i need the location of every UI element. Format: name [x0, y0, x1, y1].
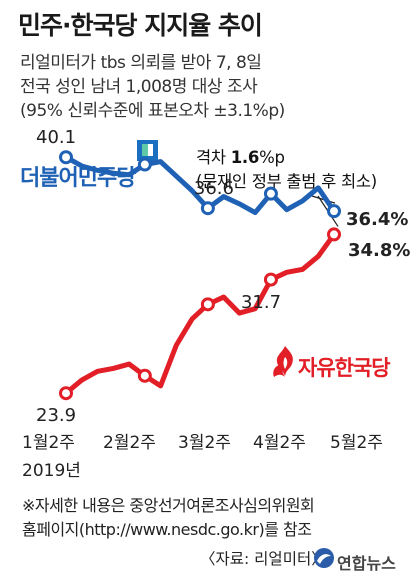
subtitle-line-2: 전국 성인 남녀 1,008명 대상 조사 [20, 77, 258, 97]
data-point-marker [200, 297, 215, 312]
legend-democratic-party: 더불어민주당 [20, 166, 136, 191]
x-axis-labels: 1월2주 2월2주 3월2주 4월2주 5월2주 [0, 428, 418, 453]
source-text: 〈자료: 리얼미터〉 [200, 550, 327, 568]
gap-leader-line [317, 195, 339, 227]
data-label: 36.6 [193, 178, 234, 200]
note-line-2: 홈페이지(http://www.nesdc.go.kr)를 참조 [22, 520, 312, 539]
gap-suffix: %p [259, 148, 285, 167]
data-label: 23.9 [36, 405, 77, 427]
data-label: 34.8% [348, 240, 411, 262]
x-tick-label: 2월2주 [103, 433, 156, 453]
gap-leader-line [311, 195, 336, 204]
x-tick-label: 4월2주 [253, 433, 306, 453]
chart-title: 민주·한국당 지지율 추이 [18, 11, 263, 40]
data-point-marker [327, 204, 341, 219]
x-tick-label: 3월2주 [178, 433, 231, 453]
subtitle-line-1: 리얼미터가 tbs 의뢰를 받아 7, 8일 [20, 53, 262, 73]
subtitle-line-3: (95% 신뢰수준에 표본오차 ±3.1%p) [20, 101, 285, 121]
yonhap-logo-icon [314, 548, 334, 568]
year-label: 2019년 [22, 461, 81, 481]
data-label: 31.7 [240, 291, 282, 313]
data-label: 40.1 [36, 127, 77, 149]
gap-value: 1.6 [230, 148, 260, 167]
data-point-marker [59, 386, 73, 401]
publisher-name: 연합뉴스 [337, 554, 396, 573]
democratic-party-logo-icon [137, 140, 158, 161]
note-line-1: ※자세한 내용은 중앙선거여론조사심의위원회 [22, 496, 315, 515]
x-tick-label: 5월2주 [330, 433, 383, 453]
x-tick-label: 1월2주 [22, 433, 75, 453]
data-point-marker [137, 368, 152, 383]
data-label: 36.4% [346, 209, 409, 231]
data-point-marker [200, 201, 215, 216]
liberty-korea-party-torch-icon [273, 346, 293, 377]
annotation-lines [311, 195, 339, 227]
data-point-marker [327, 227, 341, 242]
legend-liberty-korea-party: 자유한국당 [298, 356, 391, 380]
data-point-marker [263, 272, 278, 287]
gap-prefix: 격차 [196, 148, 231, 167]
